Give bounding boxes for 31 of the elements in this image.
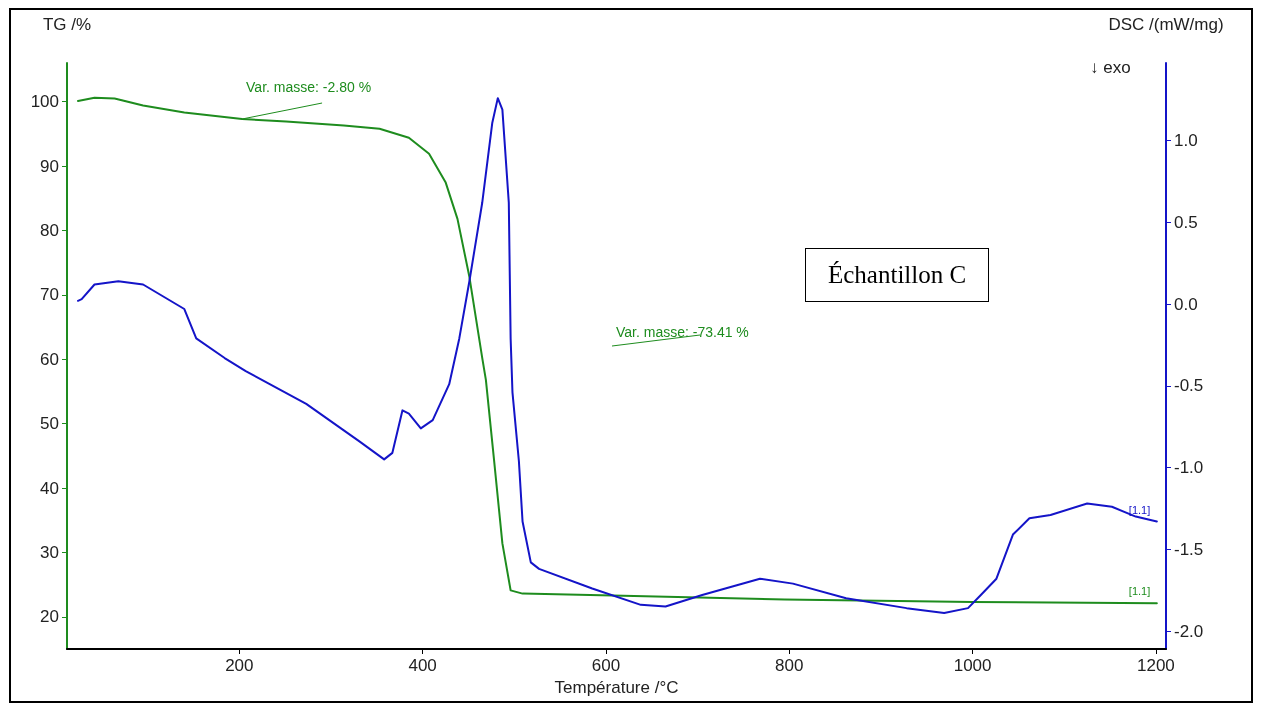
annotation: Var. masse: -73.41 % xyxy=(616,324,749,340)
x-tick-label: 400 xyxy=(408,656,437,675)
y-tick-label: 80 xyxy=(40,220,59,240)
y2-tick-label: -2.0 xyxy=(1174,621,1204,641)
y2-axis-title: DSC /(mW/mg) xyxy=(1108,15,1224,34)
y2-tick-label: -1.5 xyxy=(1174,539,1204,559)
y2-tick-label: -0.5 xyxy=(1174,376,1204,396)
y-tick-label: 70 xyxy=(40,285,59,305)
series-label: [1.1] xyxy=(1128,503,1151,516)
y-tick-label: 100 xyxy=(30,92,59,112)
y-tick-label: 40 xyxy=(40,478,59,498)
y-tick-label: 50 xyxy=(40,414,59,434)
series-label: [1.1] xyxy=(1128,585,1151,598)
y-tick-label: 60 xyxy=(40,349,59,369)
annotation: Var. masse: -2.80 % xyxy=(246,79,372,96)
x-axis-title: Température /°C xyxy=(554,678,679,697)
x-tick-label: 200 xyxy=(225,656,254,675)
y2-tick-label: 1.0 xyxy=(1174,131,1198,151)
y2-tick-label: 0.5 xyxy=(1174,212,1198,232)
y-tick-label: 90 xyxy=(40,156,59,176)
x-tick-label: 600 xyxy=(591,656,621,675)
annotation: ↓ exo xyxy=(1090,58,1131,78)
x-tick-label: 1000 xyxy=(953,656,992,675)
x-tick-label: 1200 xyxy=(1137,656,1175,675)
y-axis-title: TG /% xyxy=(42,15,92,34)
annotation: Échantillon C xyxy=(805,248,990,302)
y-tick-label: 20 xyxy=(40,607,59,627)
y-tick-label: 30 xyxy=(40,542,59,562)
y2-tick-label: -1.0 xyxy=(1174,458,1204,478)
x-tick-label: 800 xyxy=(775,656,804,675)
y2-tick-label: 0.0 xyxy=(1174,294,1198,314)
